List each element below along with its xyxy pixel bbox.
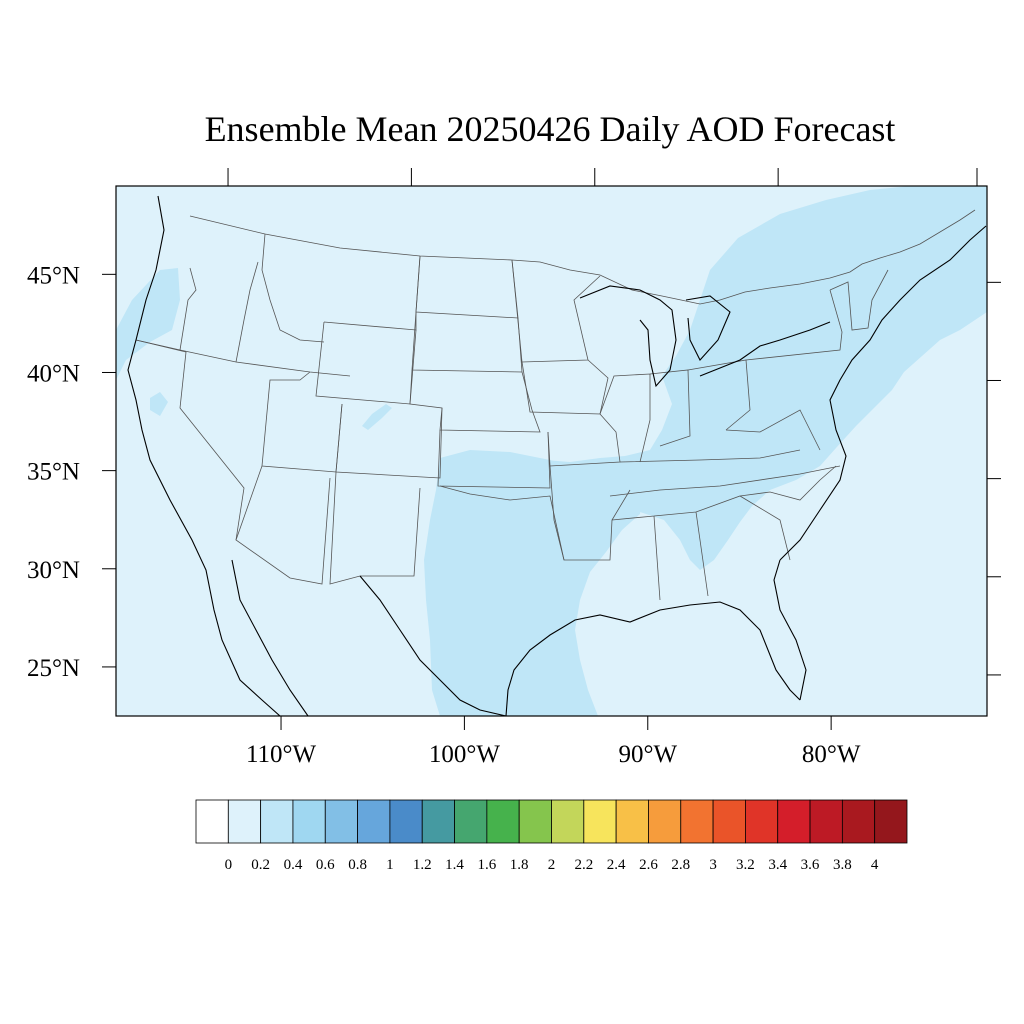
colorbar-swatch [680,799,714,844]
colorbar-swatch [454,799,488,844]
lat-tick-label: 40°N [27,360,80,387]
colorbar-swatch [745,799,779,844]
baja-east [231,559,309,716]
lat-tick-label: 25°N [27,655,80,682]
az-nm [235,465,331,585]
co-box [335,403,443,479]
lon-tick-label: 90°W [618,741,677,768]
aod-shading-layer [116,186,987,716]
colorbar-swatch [518,799,552,844]
colorbar-swatch [809,799,843,844]
tn-south [609,465,841,497]
colorbar-swatch [874,799,908,844]
colorbar-label: 0.6 [316,857,335,873]
colorbar-swatch [389,799,423,844]
colorbar-label: 2.8 [671,857,690,873]
ky-tn [619,449,801,463]
wy-box [315,321,417,405]
colorbar-label: 1.2 [413,857,432,873]
aod-region-colorado-streak [362,404,392,430]
colorbar-swatch [227,799,262,844]
lat-tick-label: 35°N [27,459,80,486]
colorbar: 0 0.2 0.4 0.6 0.8 1 1.2 1.4 1.6 1.8 2 2.2 2.4 2.6 2.8 3… [195,799,908,873]
lon-tick-label: 80°W [802,741,861,768]
colorbar-label: 3.8 [833,857,852,873]
oh-pa [687,359,751,431]
aod-region-south-central [424,450,642,716]
lat-tick-label: 45°N [27,262,80,289]
colorbar-label: 3.6 [801,857,820,873]
colorbar-swatch [486,799,520,844]
colorbar-label: 1.4 [445,857,464,873]
great-lakes [579,285,831,388]
colorbar-label: 2.6 [639,857,658,873]
colorbar-label: 0.4 [284,857,303,873]
axis-ticks: 45°N 40°N 35°N 30°N 25°N 110°W 100°W 90°W 80°W [27,168,1001,768]
aod-region-california-patch [150,392,168,416]
colorbar-label: 1.8 [510,857,529,873]
colorbar-swatch [260,799,294,844]
id-south [235,261,259,363]
west-coast [127,195,281,716]
ks-ok [437,429,551,489]
va-nc [725,409,821,451]
lon-tick-label: 100°W [429,741,500,768]
pa-ny [745,289,843,361]
colorbar-swatch [357,799,391,844]
colorbar-label: 2.2 [574,857,593,873]
ms-al-ga [611,495,791,601]
carolinas [739,465,837,501]
colorbar-swatch [421,799,455,844]
lat-tick-label: 30°N [27,557,80,584]
colorbar-swatch [324,799,358,844]
colorbar-label: 3.2 [736,857,755,873]
state-boundaries [135,209,976,601]
gulf-coast [505,601,801,716]
colorbar-label: 2.4 [607,857,626,873]
colorbar-label: 2 [548,857,556,873]
colorbar-swatch [615,799,649,844]
tx-ok-la [439,485,565,561]
new-england [829,269,889,331]
atlantic-coast [779,225,987,561]
aod-region-east [545,186,987,570]
colorbar-swatch [777,799,811,844]
colorbar-swatch [195,799,229,844]
mexico-gulf-coast [359,575,507,716]
colorbar-label: 1.6 [477,857,496,873]
florida-east [773,559,807,701]
id-mt [261,233,325,343]
colorbar-label: 0 [225,857,233,873]
canada-border [189,209,976,305]
colorbar-swatch [583,799,617,844]
aod-region-pacific-northwest [116,268,180,380]
colorbar-label: 3 [709,857,717,873]
colorbar-label: 1 [386,857,394,873]
colorbar-label: 4 [871,857,879,873]
nv-ca [135,339,245,541]
or-id-line [179,267,197,351]
colorbar-label: 3.4 [768,857,787,873]
map-frame [115,185,988,717]
colorbar-swatch [551,799,585,844]
colorbar-swatch [841,799,876,844]
coastlines [127,195,987,716]
lon-tick-label: 110°W [246,741,317,768]
colorbar-swatch [648,799,682,844]
colorbar-label: 0.2 [251,857,270,873]
in-oh [649,369,691,447]
colorbar-swatch [292,799,326,844]
colorbar-label: 0.8 [348,857,367,873]
colorbar-swatch [712,799,746,844]
map-title: Ensemble Mean 20250426 Daily AOD Forecas… [204,109,896,149]
